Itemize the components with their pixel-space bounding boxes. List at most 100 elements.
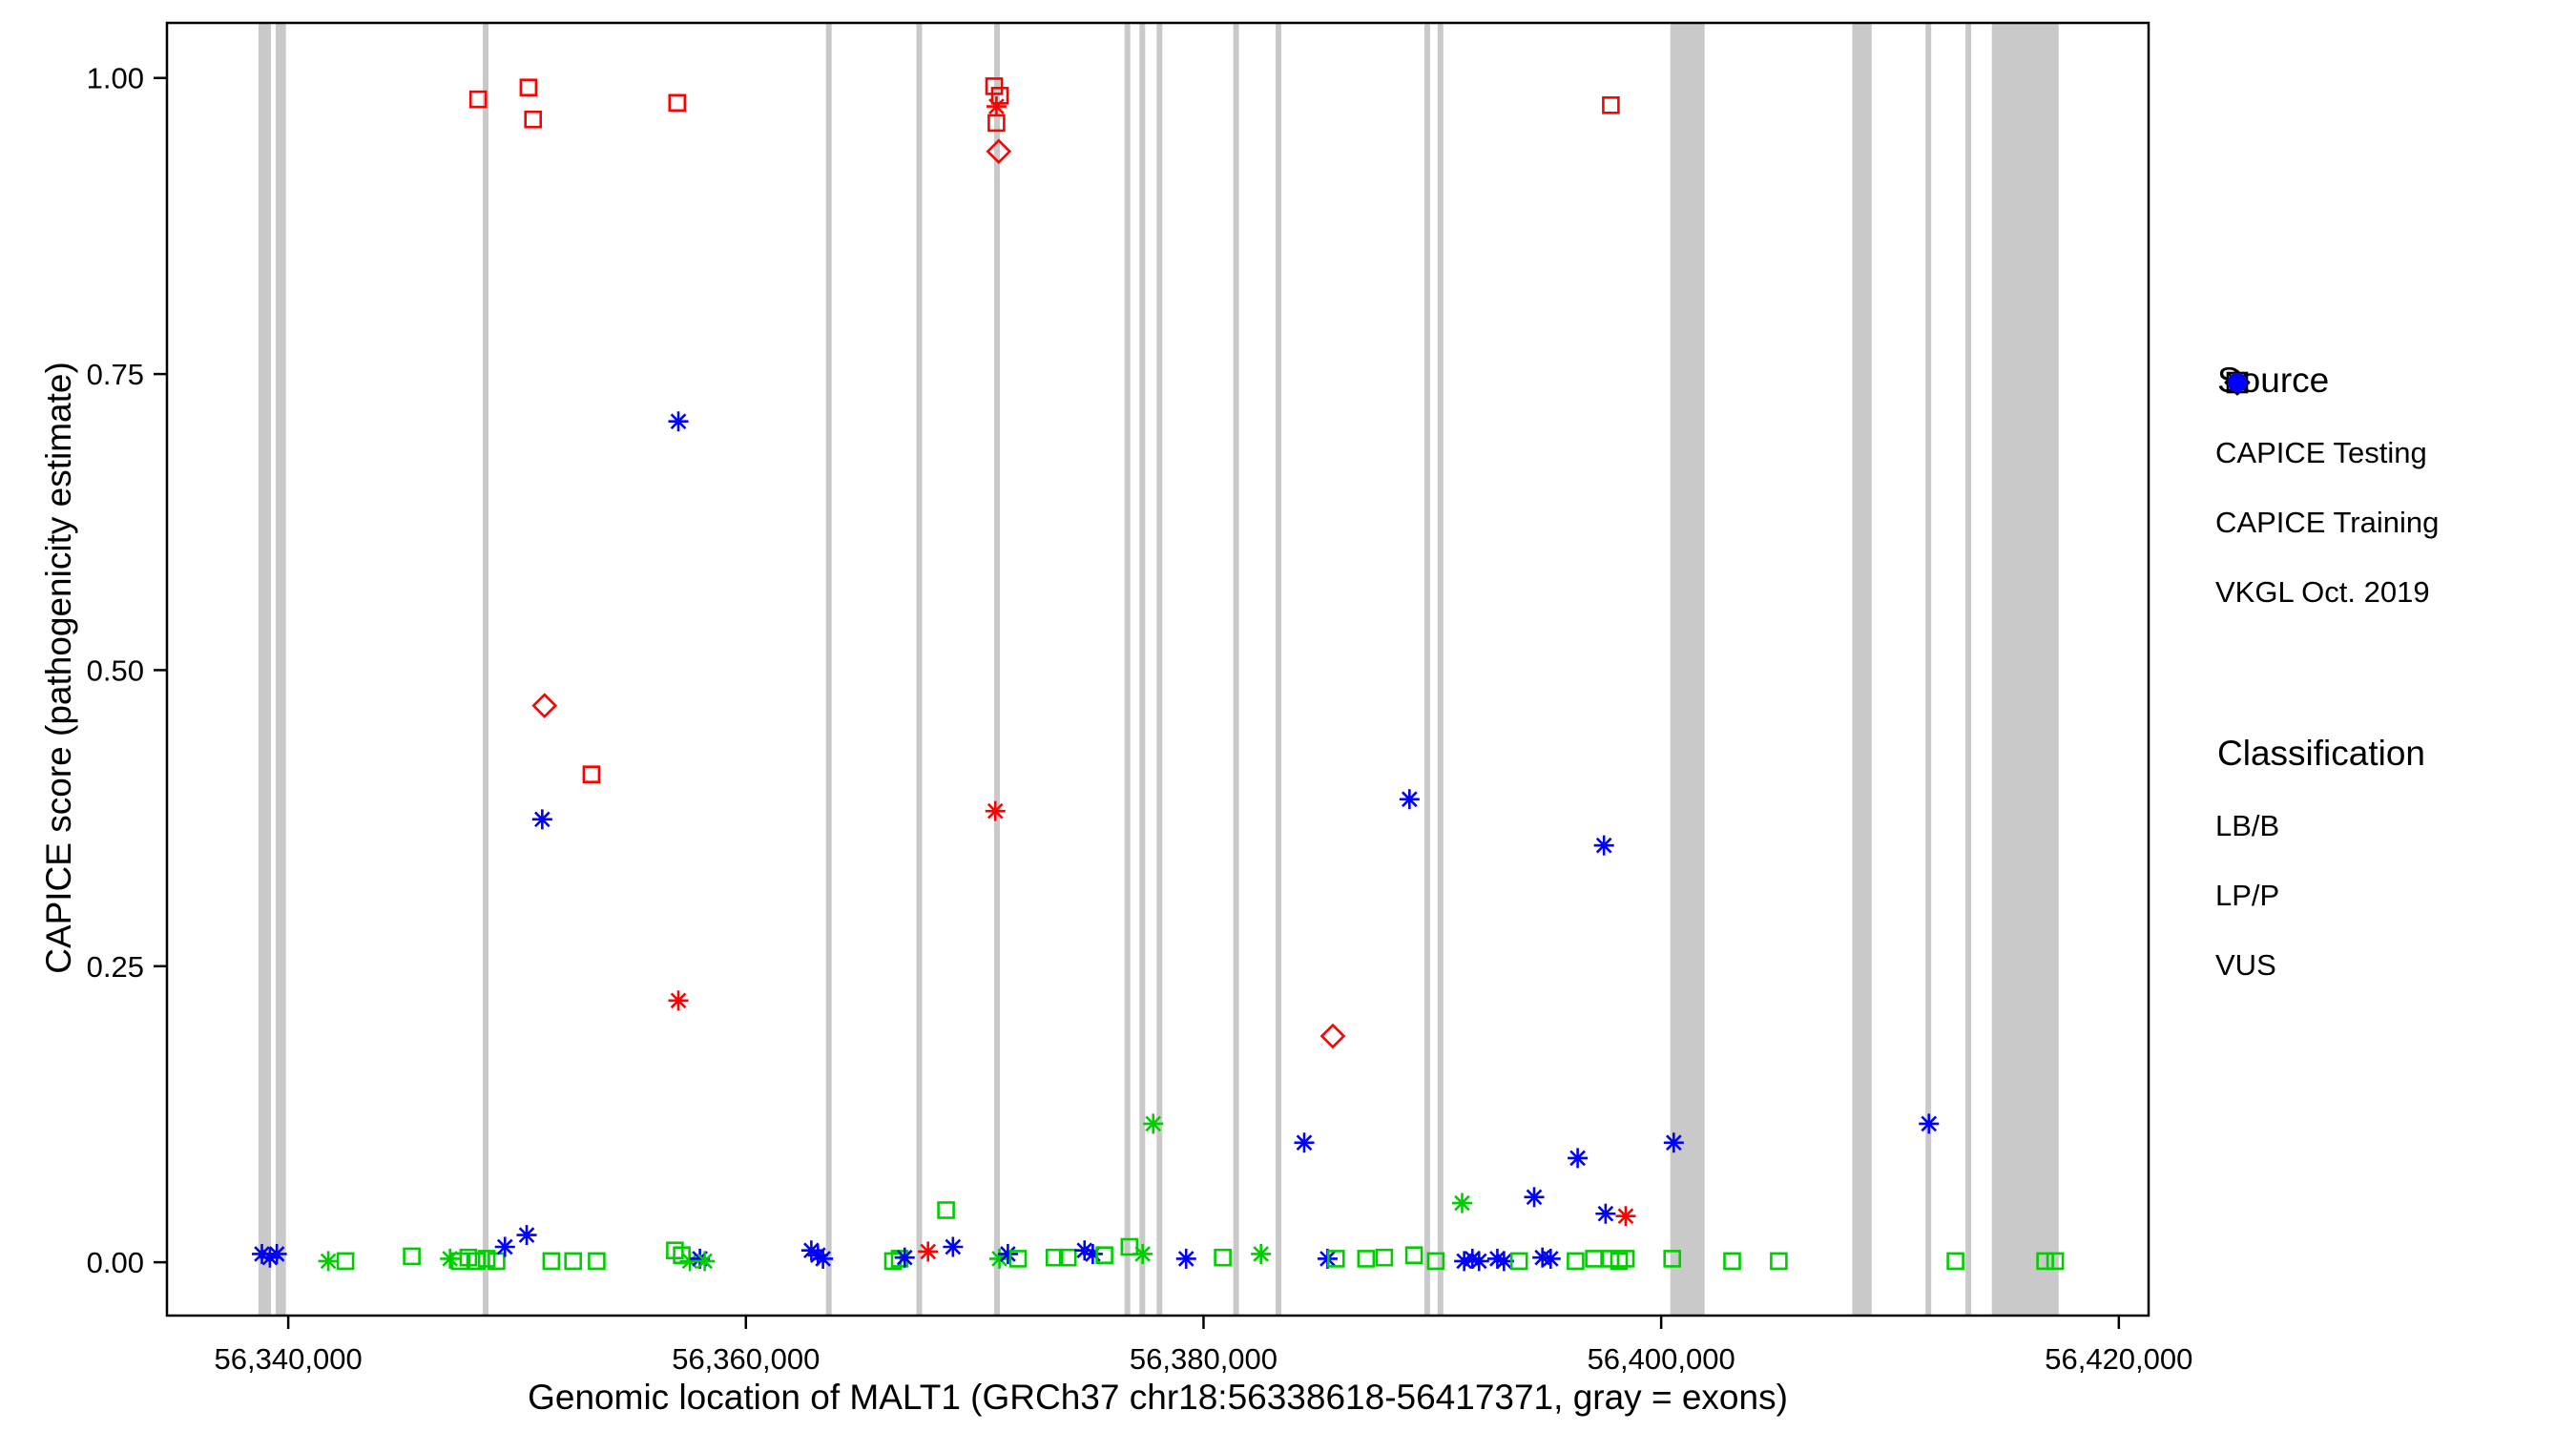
data-point [588, 1252, 606, 1271]
data-point [531, 693, 558, 719]
data-point [1375, 1248, 1394, 1267]
data-point [1946, 1252, 1964, 1271]
data-point [813, 1248, 834, 1269]
exon-band [916, 23, 923, 1316]
data-point [1426, 1252, 1445, 1271]
exon-band [1437, 23, 1444, 1316]
data-point [1214, 1248, 1232, 1267]
blue-dot-icon [2228, 373, 2247, 392]
data-point [266, 1243, 287, 1264]
data-point [1540, 1248, 1561, 1269]
data-point [1399, 789, 1420, 810]
data-point [516, 1225, 537, 1246]
legend-classification-group: Classification LB/B LP/P VUS [2215, 373, 2568, 1000]
data-point [985, 800, 1006, 821]
legend-label-vus: VUS [2215, 947, 2276, 982]
legend-label-vkgl: VKGL Oct. 2019 [2215, 574, 2430, 609]
data-point [519, 78, 538, 96]
exon-band [275, 23, 286, 1316]
data-point [985, 77, 1004, 95]
data-point [1595, 1203, 1616, 1224]
data-point [1468, 1251, 1489, 1272]
data-point [582, 765, 601, 784]
data-point [2036, 1252, 2054, 1271]
data-point [997, 1243, 1018, 1264]
legend-classification-title: Classification [2217, 734, 2425, 773]
data-point [1357, 1250, 1376, 1268]
data-point [986, 96, 1007, 117]
exon-band [1965, 23, 1972, 1316]
exon-band [1156, 23, 1163, 1316]
data-point [564, 1252, 583, 1271]
data-points [252, 77, 2065, 1272]
data-point [1074, 1240, 1095, 1261]
legend-item-lbb: LB/B [2215, 373, 2568, 861]
exon-band [1670, 23, 1705, 1316]
data-point [1567, 1252, 1585, 1271]
y-tick-label: 1.00 [87, 62, 144, 95]
data-point [937, 1201, 955, 1219]
x-tick-label: 56,360,000 [672, 1342, 820, 1376]
data-point [1663, 1132, 1684, 1153]
data-point [1585, 1250, 1603, 1268]
legend-item-vus: VUS [2215, 373, 2568, 1000]
data-point [1327, 1250, 1345, 1268]
legend-source-title: Source [2217, 361, 2330, 400]
data-point [1723, 1252, 1741, 1271]
data-point [440, 1248, 461, 1269]
data-point [1451, 1192, 1472, 1213]
y-tick-label: 0.50 [87, 653, 144, 687]
exon-band [1852, 23, 1872, 1316]
data-point [1524, 1187, 1545, 1208]
data-point [1095, 1246, 1113, 1264]
data-point [894, 1247, 915, 1268]
legend-label-lpp: LP/P [2215, 878, 2280, 912]
data-point [695, 1251, 716, 1272]
data-point [918, 1241, 939, 1262]
legend-label-capice-testing: CAPICE Testing [2215, 435, 2427, 469]
data-point [668, 990, 689, 1011]
data-point [668, 411, 689, 432]
data-point [1175, 1248, 1196, 1269]
legend-label-lbb: LB/B [2215, 808, 2280, 842]
data-point [403, 1247, 421, 1266]
y-tick-label: 0.25 [87, 950, 144, 984]
data-point [1319, 1023, 1346, 1049]
exon-band [1925, 23, 1932, 1316]
exon-band [1124, 23, 1131, 1316]
data-point [467, 1252, 487, 1271]
x-tick-label: 56,420,000 [2045, 1342, 2192, 1376]
exon-band [994, 23, 1000, 1316]
data-point [336, 1252, 355, 1271]
exon-band [1423, 23, 1430, 1316]
data-point [2046, 1252, 2065, 1271]
data-point [1770, 1252, 1788, 1271]
data-point [1593, 835, 1614, 856]
data-point [542, 1252, 561, 1271]
data-point [1615, 1206, 1636, 1227]
x-tick-label: 56,380,000 [1130, 1342, 1278, 1376]
data-point [1046, 1248, 1064, 1267]
data-point [318, 1251, 339, 1272]
data-point [1143, 1113, 1164, 1134]
x-axis-title: Genomic location of MALT1 (GRCh37 chr18:… [528, 1378, 1788, 1417]
legend-source-group: Source CAPICE Testing CAPICE Training [2215, 361, 2568, 627]
data-point [989, 1248, 1010, 1269]
data-point [1568, 1148, 1589, 1169]
y-tick-label: 0.00 [87, 1246, 144, 1279]
exon-bands [258, 23, 2059, 1316]
exon-band [483, 23, 488, 1316]
axis-ticks: 56,340,000 56,360,000 56,380,000 56,400,000… [87, 62, 2193, 1376]
exon-band [1276, 23, 1281, 1316]
data-point [1132, 1243, 1153, 1264]
data-point [477, 1250, 496, 1268]
data-point [987, 114, 1006, 133]
legend: Source CAPICE Testing CAPICE Training [2215, 361, 2568, 1000]
legend-label-capice-training: CAPICE Training [2215, 505, 2440, 539]
data-point [1616, 1250, 1635, 1268]
data-point [1919, 1113, 1940, 1134]
x-tick-label: 56,340,000 [215, 1342, 363, 1376]
y-axis-title: CAPICE score (pathogenicity estimate) [39, 362, 78, 974]
data-point [468, 90, 488, 109]
